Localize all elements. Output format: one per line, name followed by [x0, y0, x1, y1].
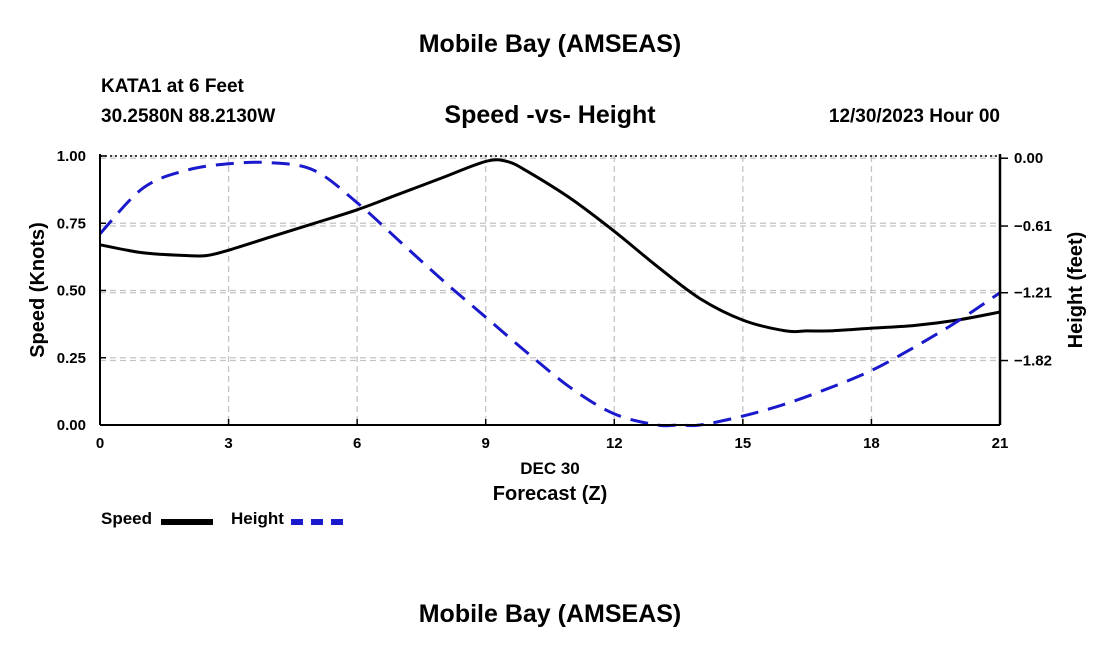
y2-axis-label: Height (feet): [1065, 232, 1087, 349]
y2-tick-label: −1.82: [1014, 353, 1052, 370]
axes: 0 3 6 9 12 15 18 21 0.00 0.25 0.50 0.75 1.00 0.00 −0.6…: [57, 148, 1052, 452]
station-coordinates: 30.2580N 88.2130W: [101, 106, 276, 127]
y-tick-label: 0.75: [57, 215, 86, 232]
series-layer: [98, 158, 1001, 428]
x-tick-label: 18: [863, 435, 880, 452]
y2-tick-label: −0.61: [1014, 218, 1052, 235]
x-axis-sublabel: DEC 30: [520, 459, 580, 478]
x-axis-label: Forecast (Z): [493, 483, 607, 505]
y2-tick-label: 0.00: [1014, 150, 1043, 167]
y-tick-label: 0.50: [57, 283, 86, 300]
y-tick-label: 0.25: [57, 350, 86, 367]
y-axis-label: Speed (Knots): [27, 222, 49, 358]
station-name: KATA1 at 6 Feet: [101, 76, 244, 97]
grid: [100, 155, 1000, 425]
series-line-speed: [99, 158, 1001, 334]
y2-tick-label: −1.21: [1014, 285, 1052, 302]
legend-speed-swatch: [161, 519, 213, 525]
speed-height-chart: 0 3 6 9 12 15 18 21 0.00 0.25 0.50 0.75 1.00 0.00 −0.6…: [27, 148, 1087, 505]
y-tick-label: 0.00: [57, 417, 86, 434]
legend-speed-label: Speed: [101, 509, 153, 528]
forecast-date: 12/30/2023 Hour 00: [828, 106, 1000, 127]
x-tick-label: 3: [224, 435, 232, 452]
x-tick-label: 9: [482, 435, 490, 452]
chart-title: Speed -vs- Height: [444, 101, 656, 129]
footer-title: Mobile Bay (AMSEAS): [418, 600, 682, 628]
series-line-height: [98, 160, 1001, 428]
x-tick-label: 12: [606, 435, 623, 452]
x-tick-label: 0: [96, 435, 104, 452]
y-tick-label: 1.00: [57, 148, 86, 165]
x-tick-label: 6: [353, 435, 361, 452]
x-tick-label: 21: [992, 435, 1009, 452]
legend-height-label: Height: [231, 509, 284, 528]
axis-labels: DEC 30 Forecast (Z) Speed (Knots) Height…: [27, 222, 1087, 505]
x-tick-label: 15: [735, 435, 752, 452]
main-title: Mobile Bay (AMSEAS): [418, 30, 682, 58]
legend-height-swatch: [291, 519, 343, 525]
